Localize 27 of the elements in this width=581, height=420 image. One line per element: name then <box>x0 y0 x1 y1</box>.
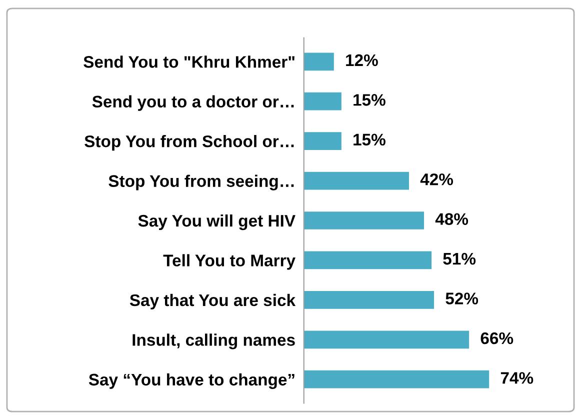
bar <box>304 92 342 110</box>
bar <box>304 251 432 270</box>
bar <box>304 330 470 349</box>
data-label: 15% <box>354 134 386 146</box>
data-label: 15% <box>354 94 386 106</box>
data-label: 52% <box>446 292 478 304</box>
bar <box>304 132 342 150</box>
y-tick-label: Insult, calling names <box>132 334 295 350</box>
data-label: 42% <box>420 173 454 186</box>
y-tick-label: Say that You are sick <box>130 294 296 310</box>
y-tick-label: Send You to "Khru Khmer" <box>84 56 294 68</box>
bar <box>304 291 434 309</box>
bar <box>304 370 490 388</box>
y-tick-label: Send you to a doctor or… <box>92 95 294 111</box>
y-tick-label: Say You will get HIV <box>138 214 296 230</box>
data-label: 74% <box>500 372 534 384</box>
bar <box>304 172 410 190</box>
y-tick-label: Tell You to Marry <box>163 254 296 270</box>
data-label: 66% <box>480 332 514 344</box>
y-tick-label: Stop You from School or… <box>84 135 294 151</box>
data-label: 51% <box>443 252 476 265</box>
bar <box>304 212 424 230</box>
bar <box>304 52 334 71</box>
y-tick-label: Say “You have to change” <box>88 373 294 389</box>
data-label: 48% <box>435 213 468 225</box>
y-tick-label: Stop You from seeing… <box>108 174 294 190</box>
data-label: 12% <box>346 54 378 66</box>
